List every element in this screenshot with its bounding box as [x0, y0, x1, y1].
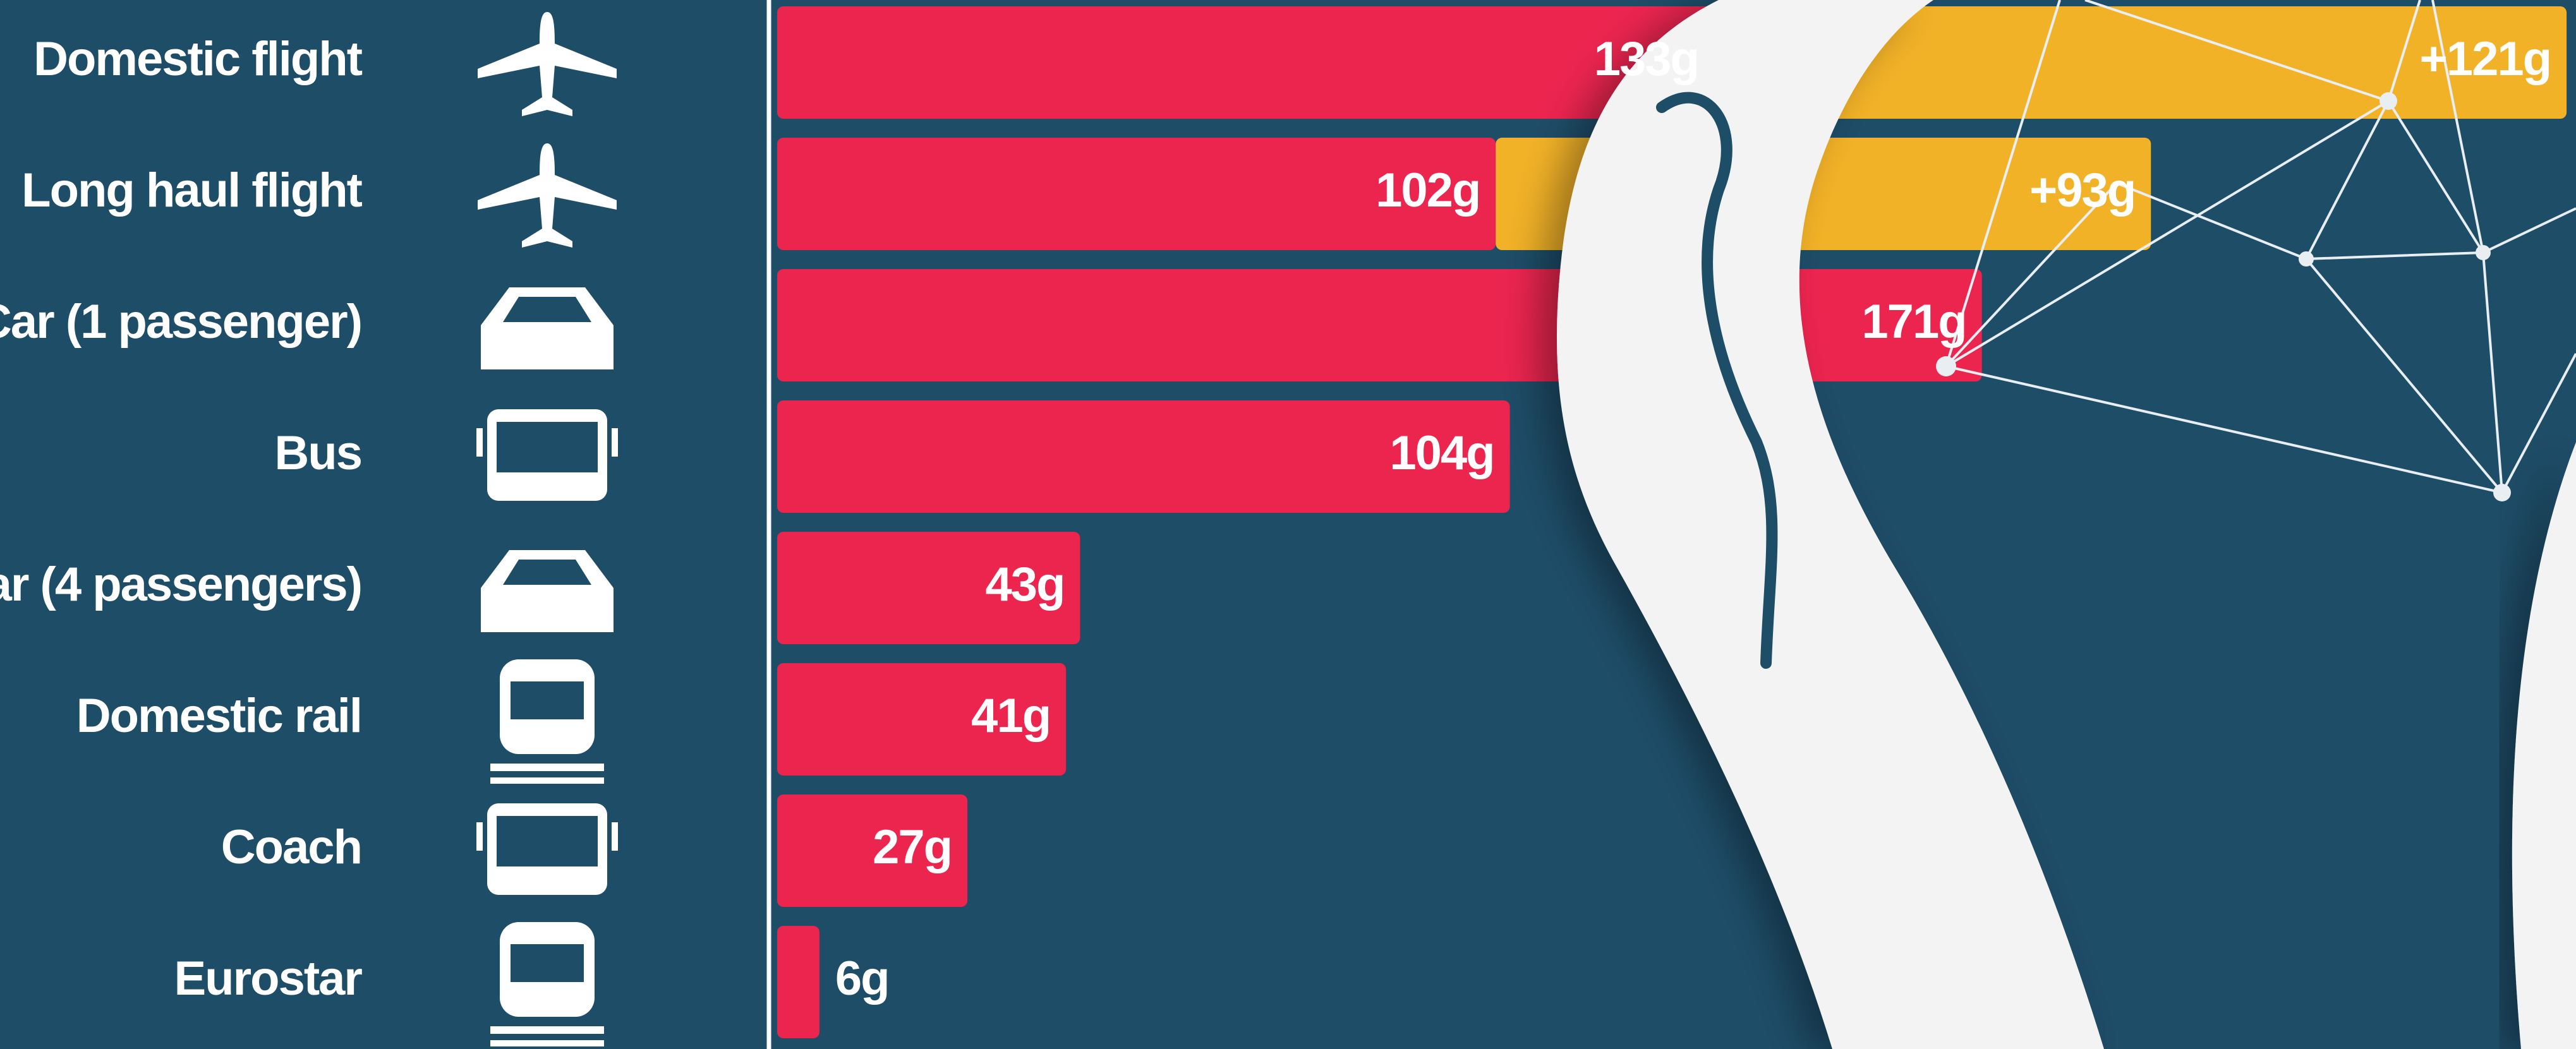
value-label: 102g [1376, 164, 1480, 217]
icon-bus-window [497, 422, 598, 472]
icon-car-window [503, 297, 591, 322]
value-label: 41g [971, 689, 1050, 743]
icon-bus-mirror-r [612, 822, 618, 851]
icon-plane [478, 12, 617, 116]
category-label: Car (1 passenger) [0, 295, 361, 349]
icon-train-window [511, 944, 584, 982]
hand-right [2512, 442, 2576, 1049]
icon-plane [478, 143, 617, 248]
hand-left [1557, 0, 2104, 1049]
decoration [1557, 0, 2576, 1049]
category-label: Domestic rail [76, 689, 361, 743]
icon-bus-mirror-l [476, 428, 483, 457]
value-label: 133g [1594, 32, 1698, 86]
value-label: 43g [985, 558, 1064, 611]
icon-bus-window [497, 816, 598, 866]
value-label: +93g [2029, 164, 2135, 217]
value-label: 104g [1389, 426, 1494, 480]
category-label: Eurostar [174, 952, 362, 1005]
category-label: Long haul flight [21, 164, 363, 217]
category-label: Bus [274, 426, 361, 480]
icon-bus-mirror-r [612, 428, 618, 457]
icon-train-window [511, 681, 584, 719]
bar-segment [777, 794, 968, 907]
value-label: +121g [2419, 32, 2551, 86]
bar-segment [777, 400, 1510, 513]
category-label: Car (4 passengers) [0, 558, 361, 611]
bar-segment [777, 926, 819, 1038]
bar-segment [777, 663, 1067, 776]
bar-segment [777, 6, 1714, 119]
network-nodes [1936, 92, 2511, 501]
icon-bus-mirror-l [476, 822, 483, 851]
labels: Domestic flight 133g +121g Long haul flight… [0, 32, 2552, 1005]
value-label: 27g [873, 820, 952, 874]
network-lines [1945, 0, 2576, 495]
bar-segment [777, 532, 1080, 644]
hand-finger-line [1656, 92, 1778, 669]
icons [476, 12, 618, 1046]
category-label: Coach [221, 820, 361, 874]
bar-segment [777, 138, 1496, 250]
icon-car-window [503, 560, 591, 585]
category-label: Domestic flight [33, 32, 363, 86]
value-label: 171g [1861, 295, 1966, 349]
icon-train-rails [490, 1026, 604, 1046]
value-label: 6g [835, 952, 889, 1005]
icon-train-rails [490, 764, 604, 784]
